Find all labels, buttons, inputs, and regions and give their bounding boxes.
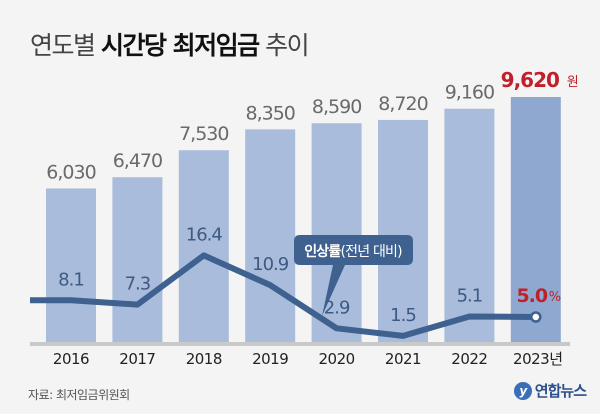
bar-2020 bbox=[311, 123, 362, 342]
title-part3: 추이 bbox=[258, 31, 310, 60]
bar-2022 bbox=[444, 108, 495, 342]
year-label: 2021 bbox=[385, 350, 421, 368]
rate-value-label: 10.9 bbox=[252, 254, 289, 275]
bar-2018 bbox=[178, 150, 229, 342]
title-part2: 시간당 최저임금 bbox=[100, 31, 260, 60]
callout-box bbox=[294, 235, 413, 316]
bar-value-label: 6,470 bbox=[113, 150, 162, 172]
year-label: 2023년 bbox=[513, 350, 562, 368]
title-part1: 연도별 bbox=[30, 31, 101, 60]
rate-unit-label: % bbox=[549, 290, 561, 305]
rate-value-label: 7.3 bbox=[125, 274, 151, 295]
rate-value-label: 1.5 bbox=[390, 305, 416, 326]
rate-line bbox=[30, 252, 536, 339]
rate-value-label: 5.0 bbox=[516, 285, 547, 307]
bar-value-label: 9,160 bbox=[445, 82, 494, 104]
baseline bbox=[30, 342, 570, 346]
rate-value-label: 8.1 bbox=[58, 269, 84, 290]
rate-value-label: 2.9 bbox=[324, 297, 350, 318]
bar-value-label: 6,030 bbox=[46, 161, 95, 183]
year-label: 2020 bbox=[319, 350, 355, 368]
logo-mark-icon: y bbox=[513, 381, 532, 400]
bar-2021 bbox=[378, 119, 428, 343]
year-label: 2016 bbox=[53, 350, 89, 368]
logo-text: 연합뉴스 bbox=[534, 382, 587, 400]
bar-value-label: 9,620 bbox=[501, 68, 559, 92]
year-label: 2018 bbox=[186, 350, 222, 368]
yonhap-logo: y 연합뉴스 bbox=[513, 380, 587, 401]
bar-value-label: 8,350 bbox=[245, 102, 294, 124]
bar-value-label: 8,590 bbox=[312, 96, 361, 118]
bar-2023 bbox=[510, 97, 561, 342]
bar-value-label: 7,530 bbox=[179, 123, 228, 145]
chart-title: 연도별 시간당 최저임금 추이 bbox=[30, 26, 310, 62]
bar-2016 bbox=[46, 188, 96, 342]
source-note: 자료: 최저임금위원회 bbox=[28, 388, 130, 402]
bar-2017 bbox=[112, 177, 163, 342]
rate-value-label: 5.1 bbox=[457, 285, 483, 306]
bar-value-label: 8,720 bbox=[378, 93, 427, 115]
callout-label: 인상률(전년 대비) bbox=[304, 243, 402, 260]
callout-bold: 인상률 bbox=[304, 243, 341, 260]
bar-2019 bbox=[245, 129, 296, 342]
rate-value-label: 16.4 bbox=[186, 224, 223, 245]
callout-rest: (전년 대비) bbox=[340, 244, 402, 260]
year-label: 2022 bbox=[451, 350, 487, 368]
year-label: 2017 bbox=[119, 350, 155, 368]
year-label: 2019 bbox=[252, 350, 288, 368]
rate-end-point bbox=[530, 311, 542, 323]
bar-unit-label: 원 bbox=[567, 75, 579, 90]
